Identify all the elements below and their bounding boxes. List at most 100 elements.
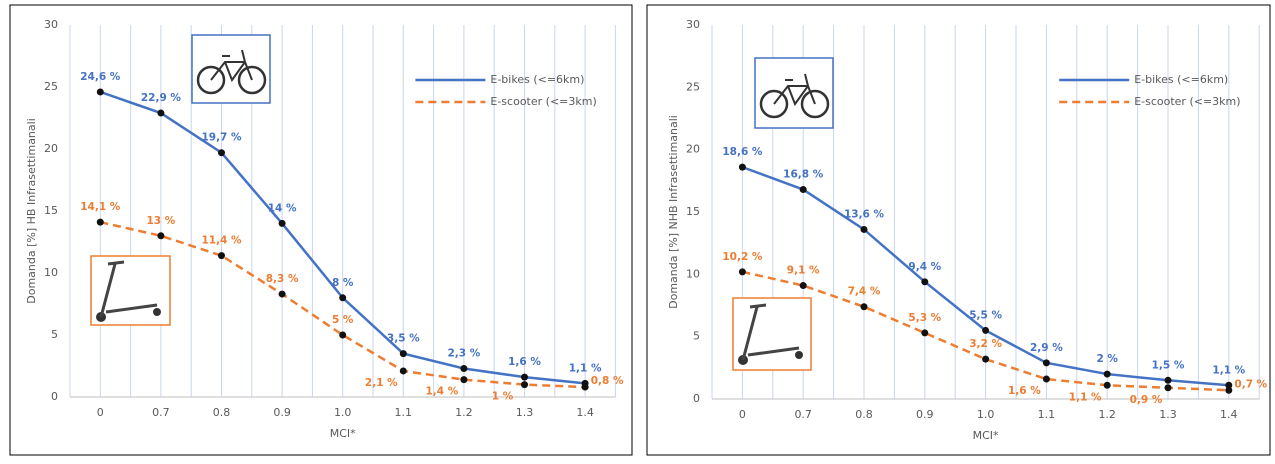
- data-point: [96, 218, 104, 226]
- value-label: 13 %: [147, 215, 176, 227]
- data-point: [218, 252, 225, 260]
- data-point: [921, 329, 929, 337]
- legend-label: E-scooter (<=3km): [1134, 95, 1240, 108]
- data-point: [921, 278, 929, 286]
- y-tick-label: 15: [44, 204, 58, 217]
- value-label: 9,1 %: [787, 265, 820, 277]
- data-point: [218, 149, 225, 157]
- value-label: 2,9 %: [1030, 342, 1063, 354]
- value-label: 2 %: [1096, 353, 1118, 365]
- data-point: [860, 225, 868, 233]
- bike-icon: [754, 57, 834, 129]
- x-tick-label: 0.8: [213, 406, 231, 419]
- data-point: [1225, 386, 1233, 394]
- value-label: 1,6 %: [508, 356, 541, 368]
- data-point: [982, 326, 990, 334]
- x-tick-label: 0: [97, 406, 104, 419]
- value-label: 3,5 %: [387, 333, 420, 345]
- data-point: [1225, 381, 1233, 389]
- scooter-icon: [732, 297, 812, 371]
- value-label: 13,6 %: [844, 208, 885, 220]
- x-tick-label: 0.7: [794, 408, 812, 421]
- data-point: [982, 355, 990, 363]
- value-label: 0,8 %: [591, 375, 624, 387]
- data-point: [1042, 359, 1050, 367]
- value-label: 11,4 %: [201, 235, 242, 247]
- value-label: 2,3 %: [448, 347, 481, 359]
- data-point: [157, 109, 165, 117]
- x-tick-label: 1.0: [977, 408, 995, 421]
- value-label: 10,2 %: [722, 251, 763, 263]
- legend-label: E-bikes (<=6km): [1134, 73, 1228, 86]
- data-point: [278, 290, 286, 298]
- value-label: 7,4 %: [848, 286, 881, 298]
- x-tick-label: 0.9: [273, 406, 291, 419]
- y-tick-label: 30: [686, 18, 700, 31]
- x-tick-label: 0.8: [855, 408, 873, 421]
- value-label: 14 %: [268, 202, 297, 214]
- value-label: 9,4 %: [908, 261, 941, 273]
- data-point: [1103, 370, 1111, 378]
- legend-label: E-scooter (<=3km): [490, 95, 596, 108]
- x-tick-label: 1.4: [576, 406, 594, 419]
- x-tick-label: 0.9: [916, 408, 934, 421]
- value-label: 2,1 %: [365, 377, 398, 389]
- series-line: [100, 220, 586, 389]
- value-label: 16,8 %: [783, 169, 824, 181]
- x-tick-label: 1.0: [334, 406, 352, 419]
- value-label: 24,6 %: [80, 71, 121, 83]
- data-point: [521, 373, 528, 381]
- y-axis-label: Domanda [%] HB Infrasettimanali: [25, 118, 38, 304]
- value-label: 1,5 %: [1152, 359, 1185, 371]
- x-tick-label: 1.1: [395, 406, 413, 419]
- data-point: [460, 364, 468, 372]
- data-point: [460, 376, 468, 384]
- data-point: [399, 350, 407, 358]
- y-tick-label: 10: [686, 267, 700, 280]
- y-tick-label: 15: [686, 205, 700, 218]
- legend-label: E-bikes (<=6km): [490, 73, 584, 86]
- value-label: 1,1 %: [1069, 391, 1102, 403]
- y-tick-label: 20: [686, 143, 700, 156]
- data-point: [799, 186, 807, 194]
- value-label: 0,9 %: [1130, 394, 1163, 406]
- series-line: [742, 270, 1229, 392]
- value-label: 1,6 %: [1008, 385, 1041, 397]
- value-label: 14,1 %: [80, 201, 121, 213]
- data-point: [1164, 384, 1172, 392]
- y-tick-label: 5: [51, 328, 58, 341]
- x-tick-label: 1.3: [1159, 408, 1177, 421]
- y-axis-label: Domanda [%] NHB Infrasettimanali: [667, 115, 680, 309]
- data-point: [738, 163, 746, 171]
- y-tick-label: 10: [44, 266, 58, 279]
- value-label: 1 %: [492, 391, 514, 403]
- value-label: 19,7 %: [201, 132, 242, 144]
- value-label: 5,5 %: [969, 309, 1002, 321]
- data-point: [799, 282, 807, 290]
- x-tick-label: 1.2: [1098, 408, 1116, 421]
- data-point: [1103, 381, 1111, 389]
- y-tick-label: 0: [693, 392, 700, 405]
- data-point: [521, 381, 528, 389]
- value-label: 1,1 %: [1212, 364, 1245, 376]
- value-label: 3,2 %: [969, 338, 1002, 350]
- panel: [9, 4, 633, 456]
- value-label: 8 %: [332, 277, 354, 289]
- y-tick-label: 5: [693, 330, 700, 343]
- y-tick-label: 25: [44, 80, 58, 93]
- bike-icon: [191, 34, 271, 104]
- y-tick-label: 30: [44, 18, 58, 31]
- x-axis-label: MCI*: [973, 429, 999, 442]
- value-label: 1,4 %: [426, 386, 459, 398]
- x-tick-label: 0: [739, 408, 746, 421]
- data-point: [339, 331, 347, 339]
- data-point: [157, 232, 165, 240]
- value-label: 8,3 %: [266, 273, 299, 285]
- y-tick-label: 20: [44, 142, 58, 155]
- x-tick-label: 1.1: [1038, 408, 1056, 421]
- y-tick-label: 25: [686, 80, 700, 93]
- data-point: [860, 303, 868, 311]
- data-point: [738, 268, 746, 276]
- scooter-icon: [90, 255, 171, 326]
